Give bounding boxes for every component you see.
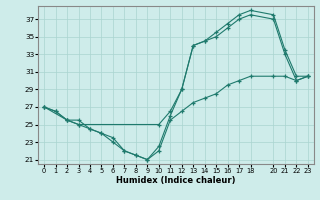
X-axis label: Humidex (Indice chaleur): Humidex (Indice chaleur) <box>116 176 236 185</box>
